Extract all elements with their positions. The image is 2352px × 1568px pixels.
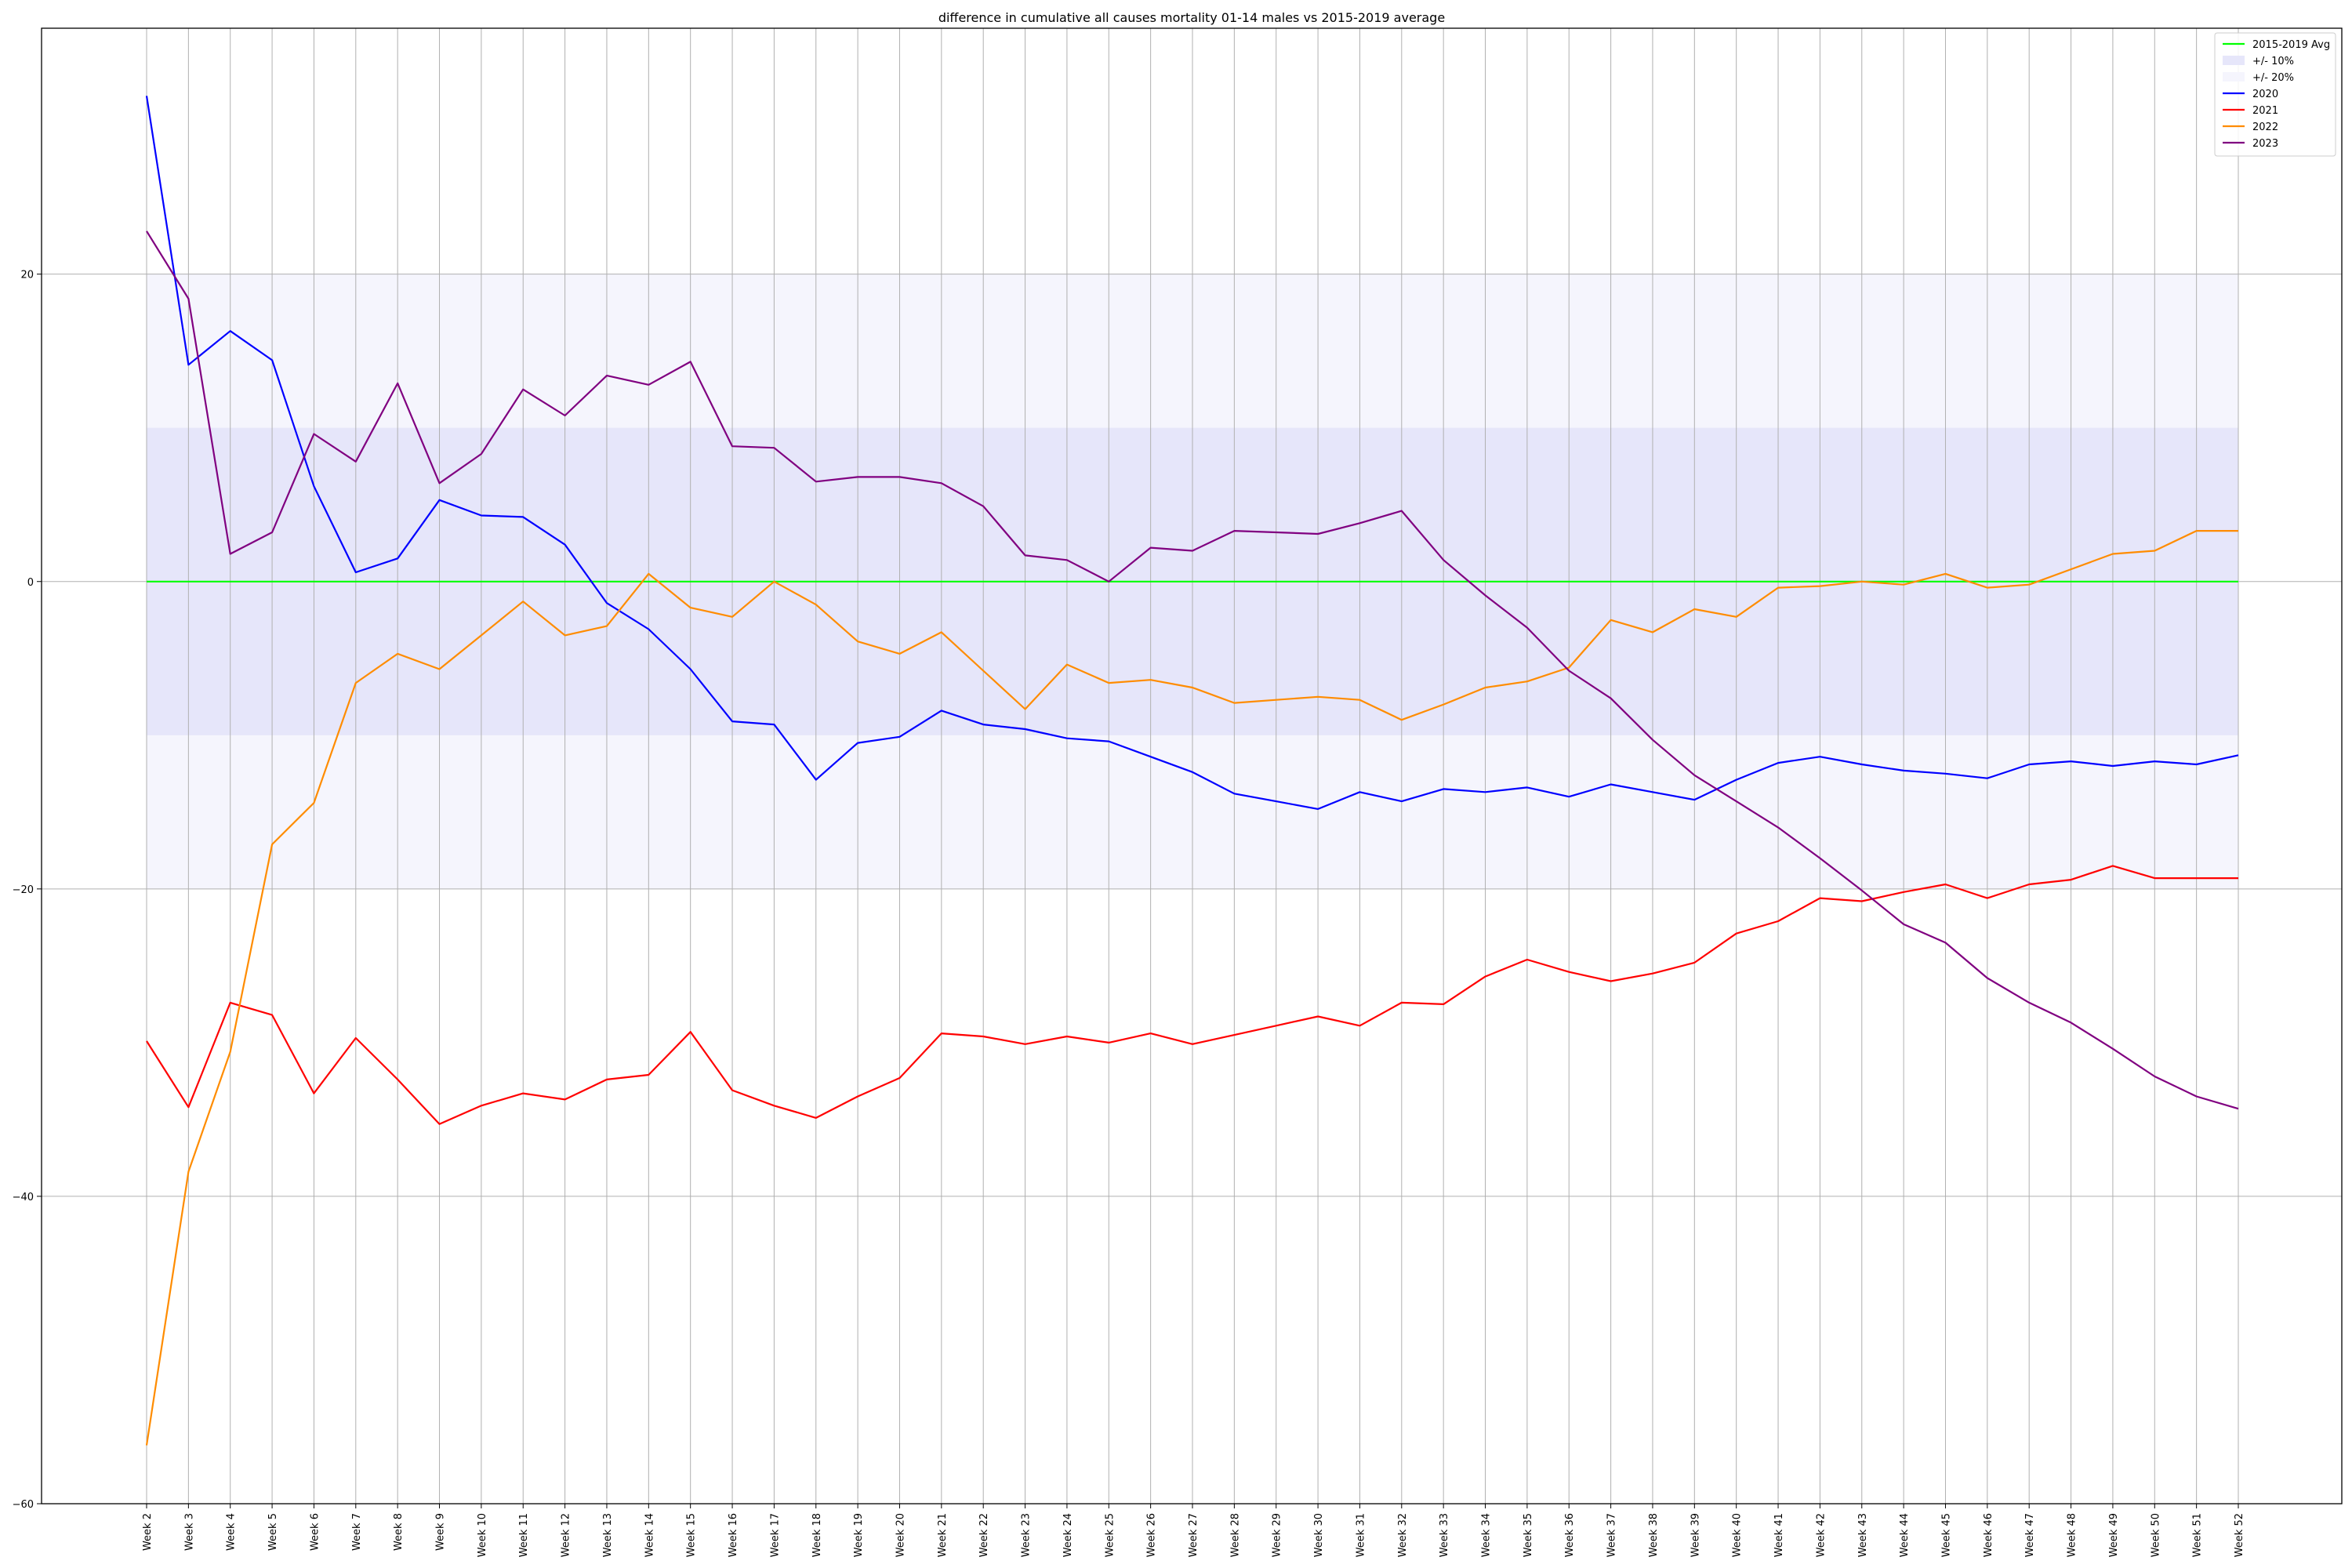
x-tick-label: Week 33 (1439, 1513, 1450, 1557)
legend-label: 2023 (2252, 138, 2278, 150)
x-tick-label: Week 23 (1021, 1513, 1033, 1557)
x-tick-label: Week 42 (1815, 1513, 1827, 1557)
legend: 2015-2019 Avg +/- 10% +/- 20% 2020 2021 2022 2… (2214, 32, 2336, 157)
x-tick-label: Week 44 (1899, 1513, 1911, 1557)
y-axis: −60 −40 −20 0 20 (13, 270, 42, 1511)
x-tick-label: Week 52 (2234, 1513, 2245, 1557)
x-tick-label: Week 6 (309, 1513, 321, 1551)
x-tick-label: Week 28 (1229, 1513, 1241, 1557)
x-tick-label: Week 15 (686, 1513, 698, 1557)
legend-label: +/- 20% (2252, 72, 2294, 84)
legend-box (2214, 32, 2336, 157)
x-tick-label: Week 9 (435, 1513, 447, 1551)
series-line-2020 (145, 96, 2239, 811)
x-tick-label: Week 27 (1188, 1513, 1200, 1557)
x-tick-label: Week 11 (518, 1513, 530, 1557)
series-line-2022 (145, 529, 2238, 1446)
x-tick-label: Week 45 (1940, 1513, 1952, 1557)
y-tick-label: 0 (27, 577, 34, 589)
series-layer (145, 96, 2239, 1446)
y-tick-label: −40 (13, 1192, 34, 1203)
x-tick-label: Week 10 (477, 1513, 488, 1557)
x-tick-label: Week 35 (1523, 1513, 1534, 1557)
x-tick-label: Week 51 (2192, 1513, 2204, 1557)
x-tick-label: Week 40 (1732, 1513, 1744, 1557)
x-tick-label: Week 19 (853, 1513, 865, 1557)
x-tick-label: Week 13 (602, 1513, 614, 1557)
x-tick-label: Week 32 (1397, 1513, 1409, 1557)
y-tick-label: 20 (20, 270, 34, 281)
x-tick-label: Week 2 (142, 1513, 154, 1551)
x-tick-label: Week 48 (2067, 1513, 2078, 1557)
x-tick-label: Week 3 (183, 1513, 195, 1551)
x-tick-label: Week 20 (895, 1513, 906, 1557)
x-tick-label: Week 46 (1983, 1513, 1994, 1557)
x-tick-label: Week 29 (1272, 1513, 1283, 1557)
x-tick-label: Week 34 (1481, 1513, 1493, 1557)
x-tick-label: Week 14 (644, 1513, 655, 1557)
legend-swatch (2223, 56, 2245, 65)
legend-swatch (2223, 72, 2245, 82)
series-line-2021 (146, 865, 2238, 1125)
x-tick-label: Week 18 (811, 1513, 823, 1557)
x-tick-label: Week 26 (1146, 1513, 1158, 1557)
y-tick-label: −20 (13, 884, 34, 896)
series-line-2023 (146, 230, 2239, 1110)
x-tick-label: Week 39 (1690, 1513, 1701, 1557)
x-tick-label: Week 22 (978, 1513, 990, 1557)
x-tick-label: Week 12 (561, 1513, 572, 1557)
x-tick-label: Week 30 (1313, 1513, 1325, 1557)
x-tick-label: Week 4 (226, 1513, 238, 1551)
x-tick-label: Week 49 (2108, 1513, 2120, 1557)
x-tick-label: Week 5 (267, 1513, 279, 1551)
x-tick-label: Week 37 (1606, 1513, 1618, 1557)
x-tick-label: Week 24 (1062, 1513, 1074, 1557)
x-tick-label: Week 17 (769, 1513, 781, 1557)
x-tick-label: Week 50 (2150, 1513, 2161, 1557)
legend-label: 2022 (2252, 122, 2278, 133)
x-tick-label: Week 41 (1773, 1513, 1785, 1557)
chart-title: difference in cumulative all causes mort… (938, 10, 1445, 25)
x-axis: Week 2 Week 3 Week 4 Week 5 Week 6 Week 7 Week… (142, 1504, 2245, 1557)
x-tick-label: Week 43 (1857, 1513, 1869, 1557)
legend-label: 2015-2019 Avg (2252, 39, 2330, 51)
x-tick-label: Week 25 (1104, 1513, 1116, 1557)
x-tick-label: Week 38 (1648, 1513, 1660, 1557)
y-tick-label: −60 (13, 1499, 34, 1511)
legend-label: 2021 (2252, 105, 2278, 117)
legend-label: 2020 (2252, 89, 2278, 100)
legend-label: +/- 10% (2252, 56, 2294, 67)
x-tick-label: Week 21 (937, 1513, 949, 1557)
x-tick-label: Week 36 (1564, 1513, 1576, 1557)
plot-frame (41, 27, 2343, 1504)
x-tick-label: Week 8 (393, 1513, 405, 1551)
x-tick-label: Week 47 (2024, 1513, 2036, 1557)
x-tick-label: Week 31 (1355, 1513, 1367, 1557)
x-tick-label: Week 16 (728, 1513, 739, 1557)
x-tick-label: Week 7 (351, 1513, 363, 1551)
